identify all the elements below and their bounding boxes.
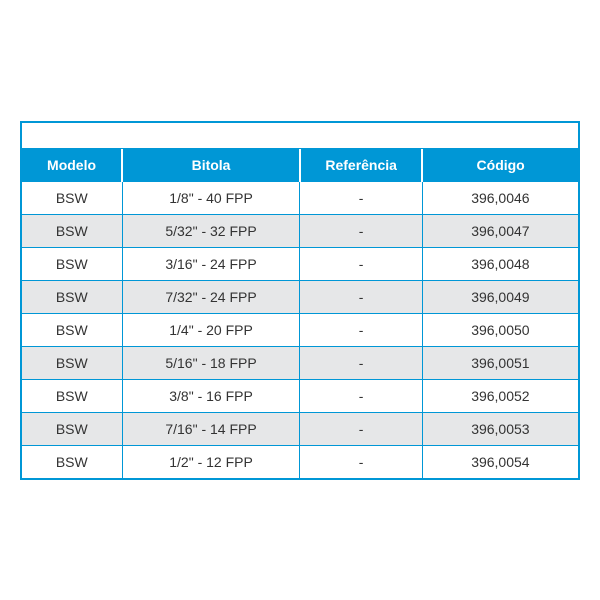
cell-bitola: 5/16" - 18 FPP bbox=[122, 346, 300, 379]
table-body: BSW 1/8" - 40 FPP - 396,0046 BSW 5/32" -… bbox=[22, 181, 578, 478]
spec-table: Modelo Bitola Referência Código BSW 1/8"… bbox=[22, 149, 578, 478]
cell-codigo: 396,0053 bbox=[422, 412, 578, 445]
table-row: BSW 5/16" - 18 FPP - 396,0051 bbox=[22, 346, 578, 379]
cell-referencia: - bbox=[300, 346, 422, 379]
table-top-spacer bbox=[22, 123, 578, 149]
cell-codigo: 396,0048 bbox=[422, 247, 578, 280]
cell-referencia: - bbox=[300, 247, 422, 280]
table-row: BSW 1/2" - 12 FPP - 396,0054 bbox=[22, 445, 578, 478]
cell-codigo: 396,0051 bbox=[422, 346, 578, 379]
table-row: BSW 1/4" - 20 FPP - 396,0050 bbox=[22, 313, 578, 346]
cell-codigo: 396,0049 bbox=[422, 280, 578, 313]
table-row: BSW 5/32" - 32 FPP - 396,0047 bbox=[22, 214, 578, 247]
cell-bitola: 5/32" - 32 FPP bbox=[122, 214, 300, 247]
table-row: BSW 3/8" - 16 FPP - 396,0052 bbox=[22, 379, 578, 412]
cell-codigo: 396,0054 bbox=[422, 445, 578, 478]
cell-modelo: BSW bbox=[22, 181, 122, 214]
cell-bitola: 3/8" - 16 FPP bbox=[122, 379, 300, 412]
cell-modelo: BSW bbox=[22, 412, 122, 445]
cell-bitola: 7/32" - 24 FPP bbox=[122, 280, 300, 313]
cell-modelo: BSW bbox=[22, 247, 122, 280]
col-header-bitola: Bitola bbox=[122, 149, 300, 182]
cell-bitola: 1/2" - 12 FPP bbox=[122, 445, 300, 478]
cell-codigo: 396,0052 bbox=[422, 379, 578, 412]
cell-modelo: BSW bbox=[22, 445, 122, 478]
cell-referencia: - bbox=[300, 280, 422, 313]
cell-modelo: BSW bbox=[22, 346, 122, 379]
col-header-referencia: Referência bbox=[300, 149, 422, 182]
cell-bitola: 7/16" - 14 FPP bbox=[122, 412, 300, 445]
table-row: BSW 3/16" - 24 FPP - 396,0048 bbox=[22, 247, 578, 280]
cell-modelo: BSW bbox=[22, 280, 122, 313]
table-row: BSW 7/16" - 14 FPP - 396,0053 bbox=[22, 412, 578, 445]
cell-referencia: - bbox=[300, 214, 422, 247]
cell-referencia: - bbox=[300, 412, 422, 445]
cell-codigo: 396,0047 bbox=[422, 214, 578, 247]
table-row: BSW 1/8" - 40 FPP - 396,0046 bbox=[22, 181, 578, 214]
col-header-codigo: Código bbox=[422, 149, 578, 182]
cell-referencia: - bbox=[300, 181, 422, 214]
cell-bitola: 3/16" - 24 FPP bbox=[122, 247, 300, 280]
spec-table-container: Modelo Bitola Referência Código BSW 1/8"… bbox=[20, 121, 580, 480]
cell-modelo: BSW bbox=[22, 214, 122, 247]
cell-codigo: 396,0046 bbox=[422, 181, 578, 214]
cell-modelo: BSW bbox=[22, 379, 122, 412]
cell-referencia: - bbox=[300, 379, 422, 412]
cell-bitola: 1/4" - 20 FPP bbox=[122, 313, 300, 346]
cell-codigo: 396,0050 bbox=[422, 313, 578, 346]
cell-referencia: - bbox=[300, 445, 422, 478]
col-header-modelo: Modelo bbox=[22, 149, 122, 182]
cell-modelo: BSW bbox=[22, 313, 122, 346]
cell-referencia: - bbox=[300, 313, 422, 346]
table-row: BSW 7/32" - 24 FPP - 396,0049 bbox=[22, 280, 578, 313]
table-header-row: Modelo Bitola Referência Código bbox=[22, 149, 578, 182]
cell-bitola: 1/8" - 40 FPP bbox=[122, 181, 300, 214]
